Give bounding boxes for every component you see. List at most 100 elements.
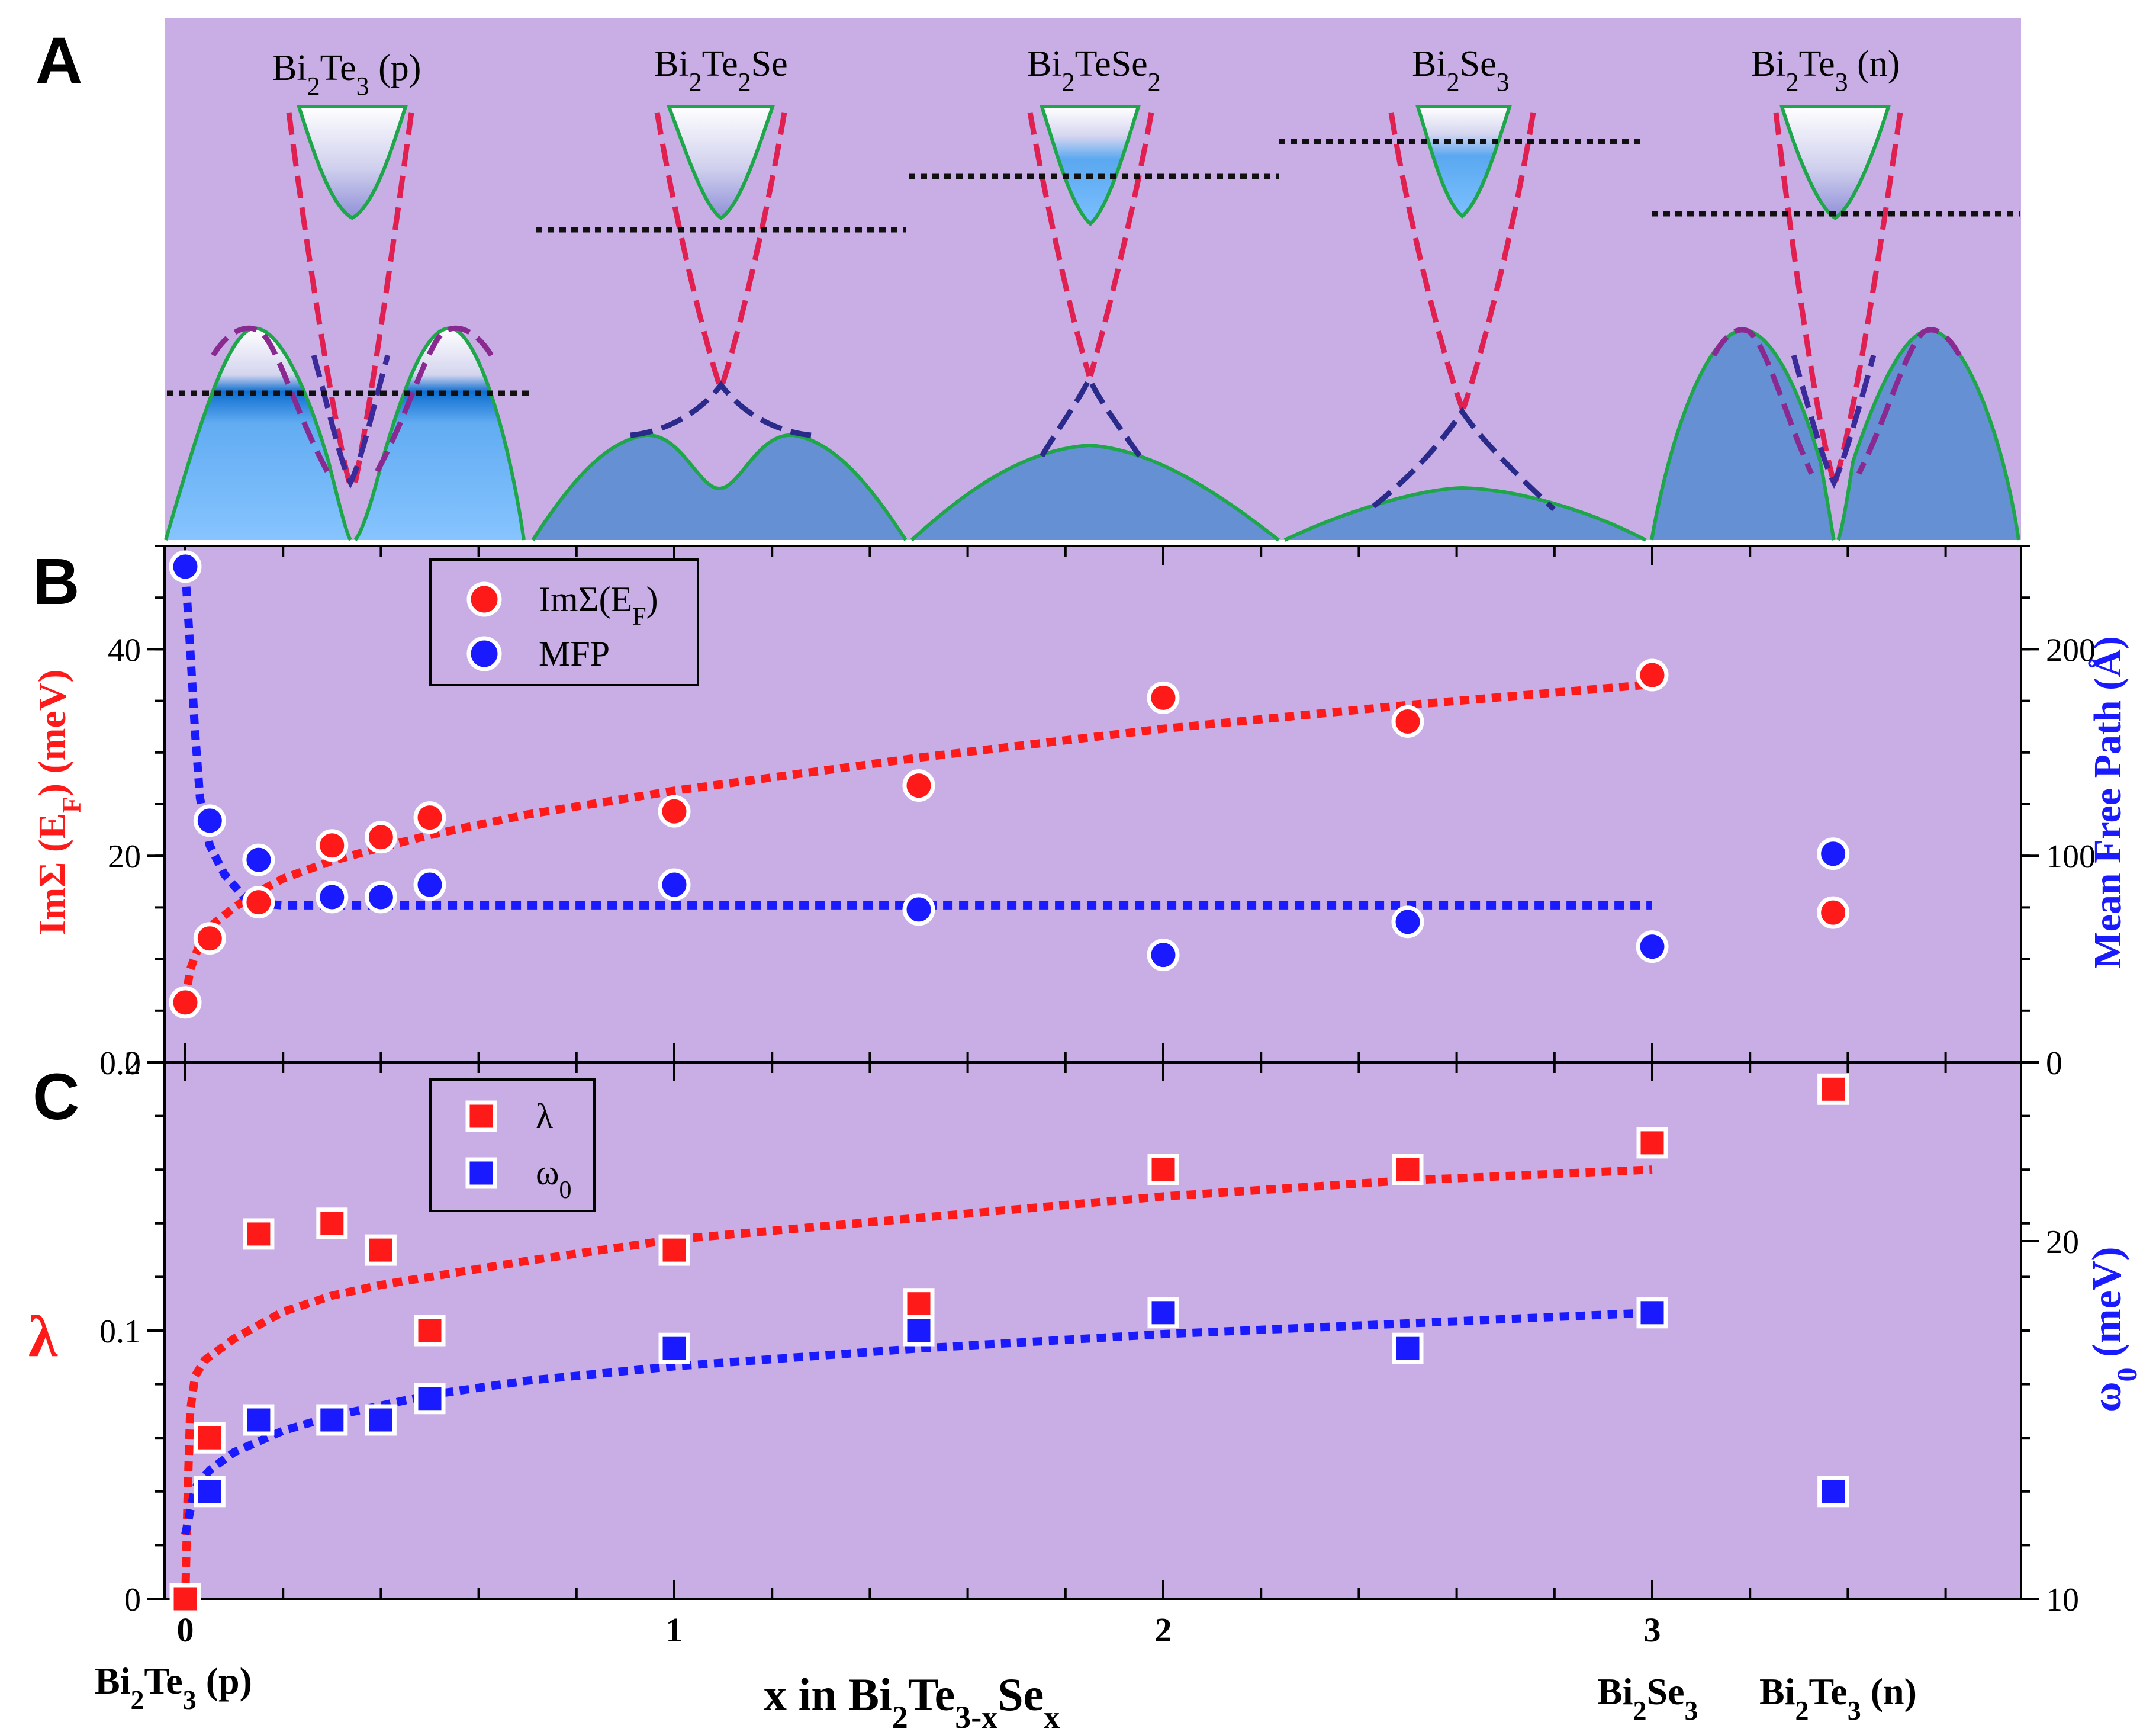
panel-b-point-right xyxy=(658,868,691,901)
panel-b-y-left-tick-label: 20 xyxy=(108,838,141,875)
dirac-cone-lower xyxy=(311,354,391,489)
band-title: Bi2Te3 (p) xyxy=(272,48,421,101)
panel-c-point-right xyxy=(243,1404,275,1436)
conduction-band xyxy=(296,105,408,220)
panel-b-point-right xyxy=(316,881,349,914)
panel-c-point-right xyxy=(194,1476,226,1508)
panel-b-y-right-tick-label: 200 xyxy=(2046,632,2096,669)
valence-band-fill xyxy=(912,445,1279,540)
valence-band-fill xyxy=(1652,330,2019,540)
valence-band-fill xyxy=(1285,488,1646,540)
panel-b-point-right xyxy=(1391,905,1424,939)
panel-b-point-right xyxy=(1636,930,1669,963)
panel-c-point-right xyxy=(1636,1297,1668,1329)
band-bi2te3-p: Bi2Te3 (p) xyxy=(164,48,533,541)
panel-b-point-left xyxy=(193,922,226,955)
panel-c-fit-line xyxy=(181,1165,1653,1599)
panel-letter-a: A xyxy=(36,24,82,97)
panel-c-y-right-tick-label: 10 xyxy=(2046,1582,2079,1618)
band-title: Bi2TeSe2 xyxy=(1027,44,1161,97)
x-axis-tick-label: 3 xyxy=(1644,1611,1661,1649)
panel-b-point-left xyxy=(1817,896,1850,929)
x-axis-bottom-label-bi2se3: Bi2Se3 xyxy=(1597,1670,1698,1726)
panel-b-point-right xyxy=(1817,837,1850,870)
panel-b-point-right xyxy=(413,868,446,901)
panel-c-point-left xyxy=(1636,1127,1668,1159)
panel-c-point-right xyxy=(903,1315,935,1347)
valence-band-edge xyxy=(1283,486,1647,542)
panel-c-y-right-tick-label: 20 xyxy=(2046,1224,2079,1261)
panel-c-point-right xyxy=(414,1383,446,1415)
dirac-cone-right xyxy=(719,112,787,386)
band-title: Bi2Se3 xyxy=(1412,44,1510,97)
valence-band-fill xyxy=(533,435,906,540)
panel-c-y-left-tick-label: 0.2 xyxy=(99,1045,141,1082)
x-axis-tick-label: 2 xyxy=(1155,1611,1172,1649)
panel-c-point-right xyxy=(1392,1332,1424,1364)
dirac-cone-left xyxy=(1388,112,1465,410)
panel-b-point-right xyxy=(902,893,935,926)
panel-b-point-left xyxy=(1147,681,1180,714)
panel-b-marks xyxy=(169,550,1850,1019)
legend-label-mfp: MFP xyxy=(539,634,610,673)
dirac-cone-right xyxy=(1460,112,1536,410)
panel-c-point-left xyxy=(243,1218,275,1250)
panel-c-fit-line xyxy=(181,1308,1653,1535)
dirac-cone-right xyxy=(1832,112,1903,484)
panel-b-y-left-tick-label: 40 xyxy=(108,632,141,669)
y-axis-right-title: Mean Free Path (Å) xyxy=(2086,636,2129,968)
panel-c-point-left xyxy=(169,1583,201,1615)
panel-b-legend: ImΣ(EF) MFP xyxy=(429,558,699,686)
panel-b-point-right xyxy=(364,881,397,914)
panel-b-point-left xyxy=(1391,705,1424,738)
legend-box xyxy=(429,1078,596,1212)
panel-b-point-left xyxy=(1636,658,1669,692)
band-bi2te3-n: Bi2Te3 (n) xyxy=(1650,44,2020,541)
panel-b-point-right xyxy=(1147,939,1180,972)
conduction-band xyxy=(666,105,775,220)
panel-c-point-left xyxy=(194,1422,226,1454)
panel-b-point-left xyxy=(169,986,202,1019)
valence-band-edge xyxy=(1650,328,2020,541)
panel-b-point-left xyxy=(902,769,935,802)
panel-c-point-left xyxy=(903,1288,935,1320)
panel-b: B 0 20 40 0 100 200 ImΣ(EF) MFP ImΣ (EF) (meV… xyxy=(31,545,2129,1082)
legend-label-omega0: ω0 xyxy=(536,1153,572,1204)
conduction-band xyxy=(1039,105,1141,227)
panel-b-y-right-tick-label: 0 xyxy=(2046,1045,2062,1082)
panel-b-point-right xyxy=(193,804,226,837)
panel-c-legend: λ ω0 xyxy=(429,1078,596,1212)
panel-letter-c: C xyxy=(33,1061,79,1133)
panel-b-point-right xyxy=(169,550,202,583)
surface-hump-left xyxy=(211,325,331,475)
panel-a: A Bi2Te3 (p) Bi2Te2Se xyxy=(36,18,2021,542)
x-axis-tick-label: 1 xyxy=(666,1611,683,1649)
panel-c-y-left-tick-label: 0 xyxy=(124,1582,141,1618)
band-title: Bi2Te2Se xyxy=(654,44,788,97)
panel-b-point-left xyxy=(658,795,691,828)
band-title: Bi2Te3 (n) xyxy=(1751,44,1900,97)
dirac-cone-left xyxy=(1773,112,1837,484)
panel-c-point-left xyxy=(365,1234,397,1266)
panel-b-y-right-tick-label: 100 xyxy=(2046,838,2096,875)
legend-label-lambda: λ xyxy=(536,1097,553,1136)
panel-c-axes: 0 0.1 0.2 10 20 xyxy=(99,1045,2079,1618)
valence-band-edge xyxy=(531,433,908,541)
panel-c-point-right xyxy=(365,1404,397,1436)
panel-c-marks xyxy=(169,1073,1849,1615)
valence-band-fill xyxy=(166,328,524,540)
x-axis-tick-label: 0 xyxy=(177,1611,194,1649)
legend-marker-mfp xyxy=(466,636,502,671)
dirac-cone-left xyxy=(286,112,352,484)
legend-label-imsigma: ImΣ(EF) xyxy=(539,580,658,631)
panel-c-point-left xyxy=(316,1207,348,1239)
panel-c-point-right xyxy=(658,1332,690,1364)
panel-c-point-right xyxy=(1817,1476,1849,1508)
x-axis-title: x in Bi2Te3-xSex xyxy=(764,1669,1060,1735)
dirac-cone-lower xyxy=(1372,406,1556,512)
band-bi2te2se: Bi2Te2Se xyxy=(531,44,908,541)
panel-b-point-left xyxy=(242,886,275,919)
panel-b-point-left xyxy=(316,829,349,862)
y-axis-left-title: ImΣ (EF) (meV) xyxy=(31,670,86,936)
